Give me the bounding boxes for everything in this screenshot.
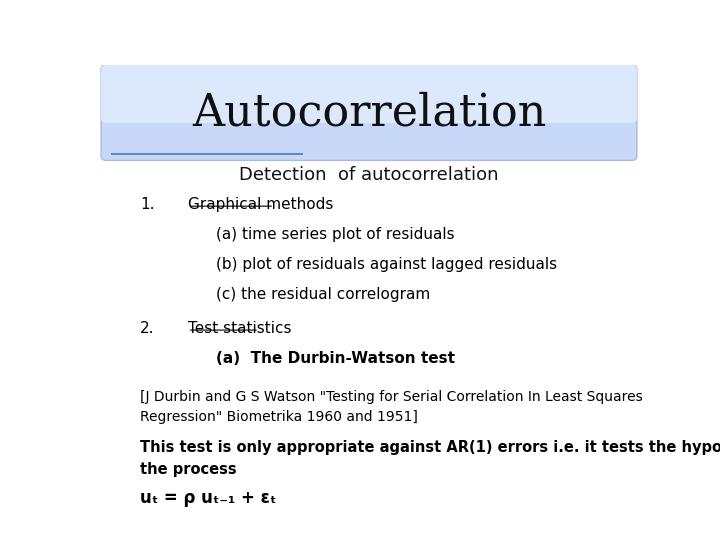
Text: (c) the residual correlogram: (c) the residual correlogram [215,287,430,302]
Text: (b) plot of residuals against lagged residuals: (b) plot of residuals against lagged res… [215,257,557,272]
Text: Regression" Biometrika 1960 and 1951]: Regression" Biometrika 1960 and 1951] [140,410,418,424]
Text: Test statistics: Test statistics [188,321,291,336]
Text: 1.: 1. [140,197,155,212]
Text: (a)  The Durbin-Watson test: (a) The Durbin-Watson test [215,351,454,366]
Text: Detection  of autocorrelation: Detection of autocorrelation [239,166,499,184]
Text: Graphical methods: Graphical methods [188,197,333,212]
Text: 2.: 2. [140,321,155,336]
Text: [J Durbin and G S Watson "Testing for Serial Correlation In Least Squares: [J Durbin and G S Watson "Testing for Se… [140,390,643,404]
FancyBboxPatch shape [101,65,637,123]
Text: uₜ = ρ uₜ₋₁ + εₜ: uₜ = ρ uₜ₋₁ + εₜ [140,489,276,508]
Text: the process: the process [140,462,237,477]
FancyBboxPatch shape [101,65,637,160]
Text: Autocorrelation: Autocorrelation [192,91,546,134]
Text: (a) time series plot of residuals: (a) time series plot of residuals [215,227,454,242]
Text: This test is only appropriate against AR(1) errors i.e. it tests the hypothesis : This test is only appropriate against AR… [140,440,720,455]
